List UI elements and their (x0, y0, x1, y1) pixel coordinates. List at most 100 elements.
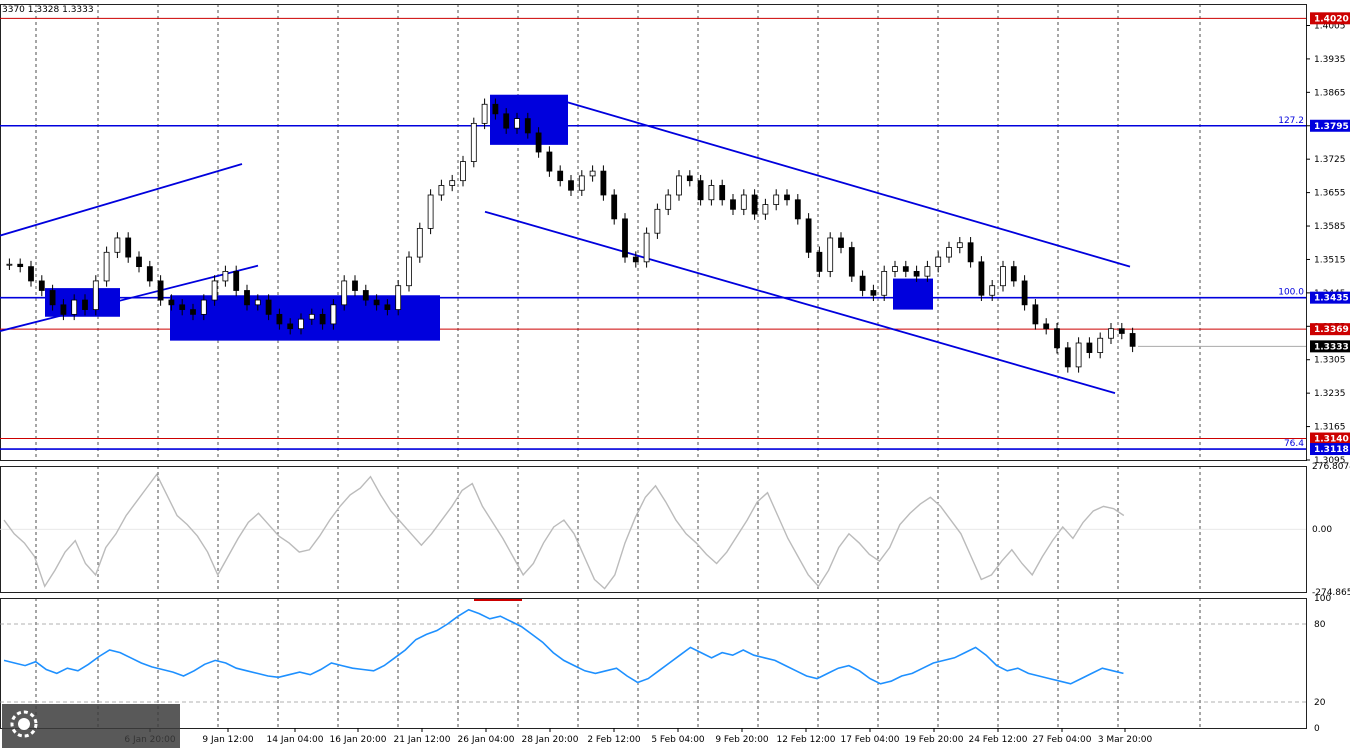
instaforex-logo (2, 704, 180, 748)
rsi-line (3, 608, 1124, 685)
candle-body (17, 263, 24, 268)
y-tick-label: 1.4005 (1314, 21, 1346, 31)
candle-body (200, 299, 207, 315)
candle-body (568, 180, 574, 191)
candle-body (1097, 337, 1104, 353)
candle-body (589, 170, 596, 177)
candle-body (319, 313, 326, 325)
candle-body (902, 266, 909, 272)
candle-body (946, 247, 952, 258)
candle-body (373, 299, 380, 306)
price-tag-label: 1.3333 (1314, 342, 1349, 352)
y-tick-label: 1.3095 (1314, 456, 1346, 466)
cci-line (3, 473, 1125, 590)
candle-body (881, 270, 888, 296)
candle-body (103, 251, 110, 282)
panel-frame-0 (0, 4, 1307, 461)
candle-body (611, 194, 618, 220)
candle-body (978, 261, 985, 296)
y-tick-label: 1.3655 (1314, 189, 1346, 199)
candle-body (60, 304, 67, 315)
candle-body (341, 280, 348, 306)
candle-body (6, 263, 13, 266)
x-tick-label: 21 Jan 12:00 (394, 735, 451, 745)
fib-label: 100.0 (1278, 288, 1304, 298)
candle-body (578, 175, 585, 191)
x-tick-label: 17 Feb 04:00 (840, 735, 899, 745)
candle-body (686, 175, 693, 182)
x-tick-label: 2 Feb 12:00 (587, 735, 641, 745)
candle-body (503, 113, 510, 129)
price-tag-label: 1.3118 (1314, 445, 1349, 455)
price-tag-box (1310, 432, 1350, 445)
candle-body (298, 318, 304, 330)
candle-body (1075, 342, 1082, 368)
candle-body (406, 256, 412, 287)
candle-body (859, 275, 866, 291)
candle-body (632, 256, 639, 263)
candle-body (1000, 266, 1006, 287)
price-tag-label: 1.3140 (1314, 435, 1349, 445)
price-tag-label: 1.3369 (1314, 325, 1349, 335)
candle-body (1064, 347, 1071, 368)
x-tick-label: 26 Jan 04:00 (458, 735, 515, 745)
y-tick-label: 1.3585 (1314, 222, 1346, 232)
candle-body (308, 313, 315, 320)
candle-body (773, 194, 780, 205)
candle-body (740, 194, 747, 210)
cci-tick-label: -274.8656 (1312, 588, 1350, 598)
price-tag-box (1310, 291, 1350, 304)
price-tag-box (1310, 12, 1350, 25)
price-tag-box (1310, 340, 1350, 353)
candle-body (157, 280, 164, 301)
x-tick-label: 9 Feb 20:00 (715, 735, 769, 745)
rsi-tick-label: 100 (1314, 594, 1331, 604)
cci-tick-label: 276.8074 (1312, 462, 1350, 472)
candle-body (762, 204, 769, 215)
candle-body (913, 270, 920, 277)
candle-body (1043, 323, 1050, 330)
x-tick-label: 3 Mar 20:00 (1098, 735, 1153, 745)
candle-body (1129, 333, 1136, 347)
y-tick-label: 1.3165 (1314, 423, 1346, 433)
candle-body (654, 208, 661, 234)
candle-body (1108, 328, 1114, 339)
candle-body (416, 228, 423, 258)
y-tick-label: 1.3865 (1314, 88, 1346, 98)
x-tick-label: 5 Feb 04:00 (651, 735, 705, 745)
candle-body (82, 299, 88, 310)
candle-body (438, 185, 445, 196)
price-tag-label: 1.3435 (1314, 294, 1349, 304)
candle-body (535, 132, 542, 153)
candle-body (524, 118, 531, 134)
y-tick-label: 1.3515 (1314, 255, 1346, 265)
candle-body (751, 194, 758, 215)
candle-body (276, 313, 283, 325)
candle-body (1054, 328, 1060, 349)
rsi-tick-label: 0 (1314, 724, 1320, 734)
candle-body (265, 299, 272, 315)
candle-body (179, 304, 186, 310)
candle-body (1086, 342, 1093, 353)
candle-body (28, 266, 34, 282)
candle-body (254, 299, 261, 306)
candle-body (492, 103, 499, 115)
candle-body (71, 299, 78, 315)
candle-body (395, 285, 402, 310)
candle-body (168, 299, 175, 306)
candle-body (233, 270, 240, 291)
trend-line (484, 210, 1116, 395)
instaforex-emblem-icon (10, 710, 38, 738)
candle-body (967, 242, 974, 263)
y-tick-label: 1.3725 (1314, 155, 1346, 165)
candle-body (146, 266, 153, 282)
candle-body (557, 170, 564, 182)
candle-body (816, 251, 823, 272)
candle-body (1118, 328, 1125, 334)
y-tick-label: 1.3305 (1314, 356, 1346, 366)
candle-body (989, 285, 996, 296)
candle-body (935, 256, 942, 268)
candle-body (784, 194, 790, 201)
